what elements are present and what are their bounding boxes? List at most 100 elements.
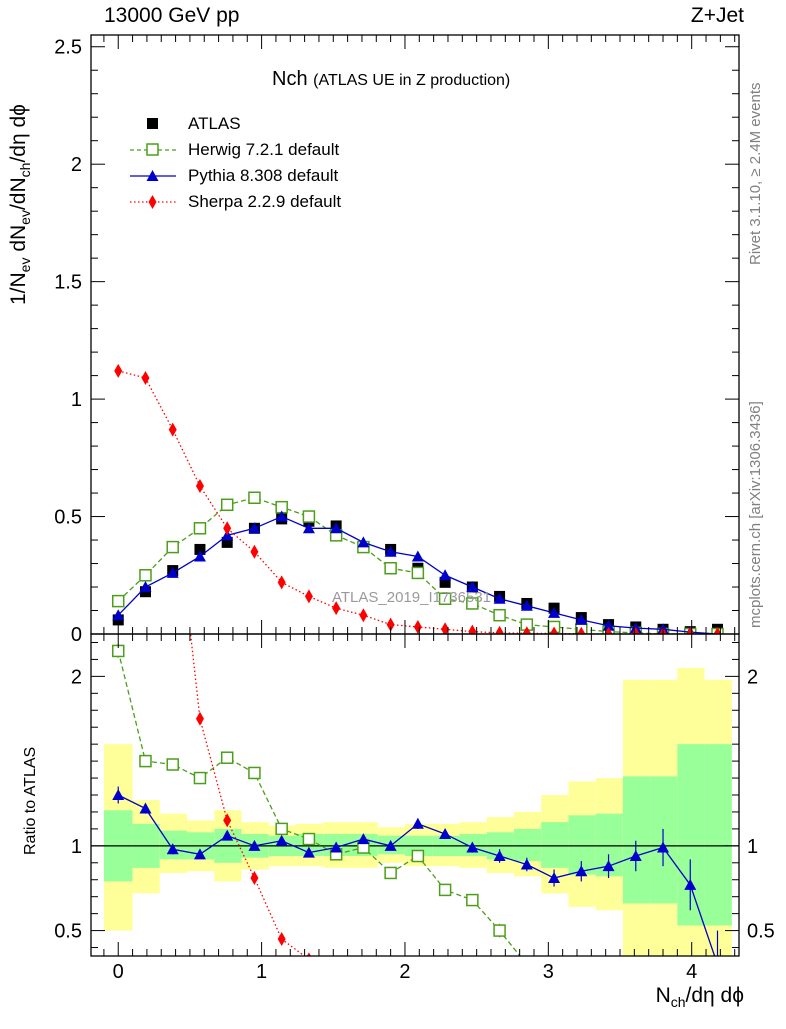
- ratio-point: [439, 827, 452, 839]
- legend-label: ATLAS: [188, 114, 241, 133]
- legend-label: Sherpa 2.2.9 default: [188, 192, 342, 211]
- data-point: [466, 581, 479, 593]
- ratio-point: [576, 1010, 587, 1021]
- ratio-point: [468, 1000, 476, 1014]
- data-point: [493, 608, 506, 622]
- tick-label: 2: [71, 666, 82, 688]
- data-point: [522, 626, 531, 634]
- ratio-point: [302, 846, 315, 858]
- data-point: [193, 522, 207, 535]
- ratio-point: [713, 1008, 721, 1022]
- data-point: [332, 601, 341, 616]
- ratio-point: [220, 751, 234, 764]
- herwig-marker-icon: [130, 143, 176, 156]
- data-point: [304, 589, 313, 604]
- stat-band-bin: [568, 815, 596, 875]
- ratio-point: [139, 802, 152, 814]
- data-point: [248, 522, 261, 534]
- tick-label: 2: [399, 961, 410, 983]
- ratio-point: [658, 1010, 669, 1021]
- ratio-point: [602, 860, 615, 872]
- data-point: [575, 613, 588, 625]
- ratio-point: [657, 841, 670, 853]
- tick-label: 2.5: [54, 37, 82, 59]
- ratio-point: [139, 754, 152, 768]
- stat-band-bin: [650, 776, 678, 904]
- ratio-point: [332, 968, 340, 982]
- data-point: [604, 627, 613, 634]
- data-point: [713, 627, 722, 634]
- ratio-point: [496, 1003, 504, 1017]
- legend: ATLAS Herwig 7.2.1 default Pythia 8.308 …: [128, 112, 388, 216]
- ratio-point: [277, 932, 286, 947]
- legend-label: Herwig 7.2.1 default: [188, 140, 340, 159]
- rivet-version-label: Rivet 3.1.10, ≥ 2.4M events: [747, 82, 764, 266]
- stat-band-bin: [622, 776, 651, 904]
- ratio-point: [549, 1010, 560, 1021]
- ratio-point: [193, 771, 207, 785]
- data-point: [384, 545, 397, 557]
- ratio-series-herwig: [111, 644, 696, 1021]
- ratio-point: [466, 841, 479, 853]
- stat-band-bin: [513, 828, 542, 862]
- data-point: [386, 617, 395, 632]
- tick-label: 0.5: [54, 921, 82, 943]
- data-point: [139, 581, 152, 593]
- ratio-point: [685, 1010, 696, 1021]
- ratio-point: [684, 878, 697, 890]
- ratio-uncertainty-bands: [103, 667, 732, 956]
- data-point: [359, 608, 368, 623]
- ratio-point: [630, 1010, 641, 1021]
- plot-title: Nch (ATLAS UE in Z production): [272, 68, 510, 91]
- data-point: [302, 522, 315, 534]
- legend-label: Pythia 8.308 default: [188, 166, 339, 185]
- tick-label: 2: [747, 666, 758, 688]
- ratio-point: [112, 789, 125, 800]
- tick-label: 1.5: [54, 272, 82, 294]
- data-point: [330, 522, 343, 534]
- ratio-point: [248, 766, 261, 780]
- stat-band-bin: [704, 744, 732, 926]
- data-point: [631, 627, 640, 634]
- ratio-point: [711, 958, 723, 969]
- ratio-point: [411, 817, 424, 829]
- tick-label: 4: [686, 961, 697, 983]
- plot-title-sub: (ATLAS UE in Z production): [313, 72, 511, 89]
- ratio-point: [521, 959, 532, 970]
- ratio-point: [250, 871, 259, 886]
- data-point: [220, 498, 234, 512]
- data-point: [141, 370, 150, 385]
- ratio-point: [520, 858, 533, 870]
- ratio-point: [438, 883, 452, 897]
- ratio-point: [548, 872, 561, 884]
- data-point: [493, 592, 506, 604]
- data-point: [275, 510, 288, 522]
- data-point: [686, 627, 695, 634]
- ratio-point: [357, 833, 370, 845]
- data-point: [166, 540, 179, 554]
- series-sherpa: [114, 363, 722, 634]
- tick-label: 0.5: [747, 921, 775, 943]
- data-point: [302, 510, 316, 523]
- plot-title-main: Nch: [272, 68, 308, 90]
- legend-item-pythia: Pythia 8.308 default: [128, 164, 388, 190]
- legend-item-herwig: Herwig 7.2.1 default: [128, 138, 388, 164]
- tick-label: 3: [543, 961, 554, 983]
- data-point: [195, 479, 204, 494]
- energy-label: 13000 GeV pp: [104, 4, 240, 27]
- tick-label: 1: [747, 836, 758, 858]
- data-point: [193, 550, 206, 562]
- tick-label: 1: [71, 836, 82, 858]
- ratio-point: [248, 839, 261, 851]
- ratio-point: [632, 1008, 640, 1022]
- ratio-point: [575, 865, 588, 877]
- data-point: [166, 566, 179, 578]
- data-point: [248, 491, 261, 505]
- data-point: [114, 363, 123, 378]
- legend-item-sherpa: Sherpa 2.2.9 default: [128, 190, 388, 216]
- ratio-point: [302, 832, 316, 846]
- ratio-point: [629, 850, 642, 862]
- data-point: [577, 626, 586, 634]
